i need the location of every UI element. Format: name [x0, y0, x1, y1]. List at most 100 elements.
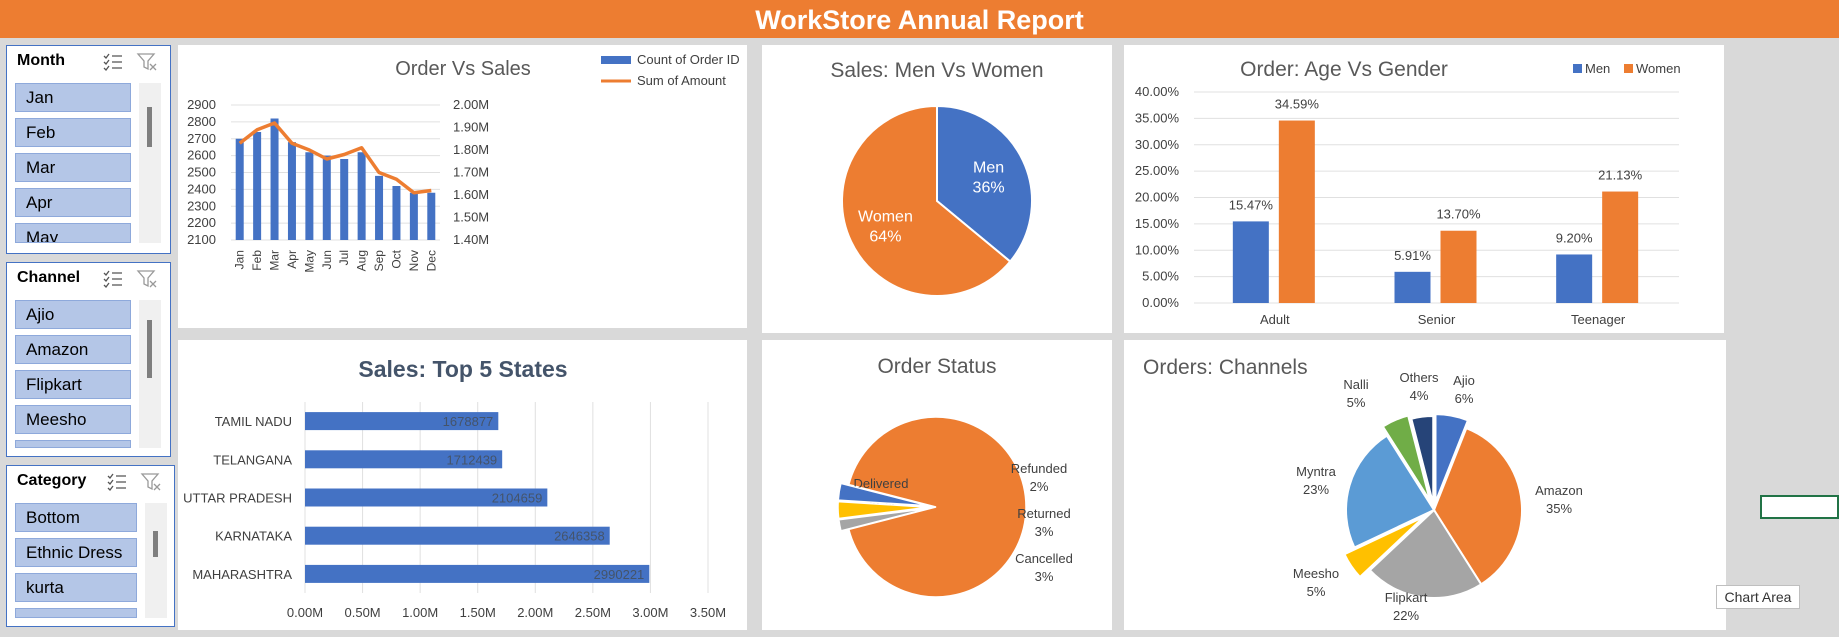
slice-label: Refunded	[1011, 461, 1067, 476]
slicer-item[interactable]: Mar	[15, 153, 131, 182]
data-label: 9.20%	[1556, 230, 1593, 245]
multi-select-icon[interactable]	[103, 53, 122, 71]
chart-age-vs-gender[interactable]: Order: Age Vs Gender 40.00% 35.00% 30.00% 25…	[1124, 45, 1724, 333]
x-tick-label: 3.50M	[690, 605, 726, 620]
legend-swatch	[1573, 64, 1582, 73]
x-tick-label: May	[302, 250, 316, 273]
slicer-item[interactable]	[15, 608, 137, 618]
y2-tick-label: 1.40M	[453, 232, 489, 247]
data-label: 34.59%	[1275, 97, 1320, 112]
slicer-item[interactable]: Jan	[15, 83, 131, 112]
x-tick-label: 1.00M	[402, 605, 438, 620]
data-label: 2990221	[594, 567, 645, 582]
y-tick-label: 35.00%	[1135, 110, 1180, 125]
slice-pct: 64%	[869, 228, 901, 245]
data-label: 15.47%	[1229, 197, 1274, 212]
report-title: WorkStore Annual Report	[755, 5, 1084, 35]
slicer-month[interactable]: Month Jan Feb Mar Apr May	[6, 45, 171, 254]
scrollbar-thumb[interactable]	[147, 320, 152, 378]
bar-count-of-order-id	[305, 152, 314, 240]
slicer-month-icons	[103, 53, 157, 71]
slicer-item[interactable]: Feb	[15, 118, 131, 147]
data-label: 1678877	[443, 414, 494, 429]
line-sum-of-amount	[238, 121, 432, 195]
slicer-item[interactable]: Ethnic Dress	[15, 538, 137, 567]
chart-title: Order Status	[877, 355, 996, 378]
slicer-channel-icons	[103, 270, 157, 288]
slice-label: Amazon	[1535, 483, 1583, 498]
slicer-scrollbar[interactable]	[139, 83, 161, 243]
x-tick-label: Feb	[250, 250, 264, 271]
y-tick-label: 30.00%	[1135, 137, 1180, 152]
y-tick-label: 20.00%	[1135, 190, 1180, 205]
y-tick-label: 2500	[187, 165, 216, 180]
slice-label: Flipkart	[1385, 590, 1428, 605]
y-tick-label: TAMIL NADU	[215, 414, 292, 429]
multi-select-icon[interactable]	[107, 473, 126, 491]
clear-filter-icon[interactable]	[136, 270, 157, 288]
pie-slice-nalli	[1381, 414, 1431, 502]
x-tick-label: Mar	[268, 250, 282, 271]
slicer-item[interactable]: Bottom	[15, 503, 137, 532]
slicer-scrollbar[interactable]	[139, 300, 161, 448]
slice-label: Myntra	[1296, 464, 1337, 479]
data-label: 5.91%	[1394, 248, 1431, 263]
slicer-channel-title: Channel	[17, 269, 81, 286]
y2-tick-label: 2.00M	[453, 97, 489, 112]
slice-pct: 4%	[1410, 388, 1429, 403]
slicer-item[interactable]: Ajio	[15, 300, 131, 329]
scrollbar-thumb[interactable]	[153, 531, 158, 557]
y-tick-label: 2600	[187, 148, 216, 163]
bar-state	[305, 412, 499, 431]
y-tick-label: 2800	[187, 114, 216, 129]
clear-filter-icon[interactable]	[140, 473, 161, 491]
y-tick-label: 2400	[187, 181, 216, 196]
bar-count-of-order-id	[427, 192, 436, 240]
slicer-channel[interactable]: Channel Ajio Amazon Flipkart Meesho	[6, 262, 171, 457]
bar-state	[305, 450, 503, 469]
x-tick-label: Apr	[285, 250, 299, 269]
y-tick-label: KARNATAKA	[215, 529, 292, 544]
bar-count-of-order-id	[392, 186, 401, 240]
pie-slice-others	[1410, 415, 1435, 505]
chart-orders-channels[interactable]: Orders: Channels Ajio 6% Amazon 35% Flipkart 2…	[1124, 340, 1726, 630]
chart-order-vs-sales[interactable]: Order Vs Sales 2900 2800 2700 2600 2500 2400 23…	[178, 45, 747, 328]
y-tick-label: 15.00%	[1135, 216, 1180, 231]
selected-cell[interactable]	[1760, 495, 1839, 519]
bar-count-of-order-id	[287, 142, 296, 240]
chart-order-status[interactable]: Order StatusDelivered92%Refunded2%Return…	[762, 340, 1112, 630]
bar-state	[305, 564, 650, 583]
slicer-item[interactable]: Amazon	[15, 335, 131, 364]
x-tick-label: 2.50M	[575, 605, 611, 620]
slicer-item[interactable]: Meesho	[15, 405, 131, 434]
y2-tick-label: 1.80M	[453, 142, 489, 157]
y-tick-label: 25.00%	[1135, 163, 1180, 178]
slicer-scrollbar[interactable]	[145, 503, 167, 618]
slicer-item[interactable]: Flipkart	[15, 370, 131, 399]
slicer-item[interactable]: Apr	[15, 188, 131, 217]
y-tick-label: MAHARASHTRA	[192, 567, 292, 582]
slicer-item[interactable]: kurta	[15, 573, 137, 602]
slicer-item[interactable]: May	[15, 223, 131, 243]
chart-top5-states[interactable]: Sales: Top 5 States 0.00M 0.50M 1.00M 1.50M 2…	[178, 340, 747, 630]
bar-men	[1232, 221, 1269, 303]
slicer-month-title: Month	[17, 52, 65, 69]
multi-select-icon[interactable]	[103, 270, 122, 288]
x-tick-label: Dec	[424, 250, 438, 271]
slicer-category[interactable]: Category Bottom Ethnic Dress kurta	[6, 465, 175, 627]
slice-label: Ajio	[1453, 373, 1475, 388]
chart-area-tooltip: Chart Area	[1716, 585, 1800, 609]
clear-filter-icon[interactable]	[136, 53, 157, 71]
pie-slice-returned	[837, 500, 929, 520]
x-tick-label: Sep	[372, 250, 386, 272]
chart-men-vs-women[interactable]: Sales: Men Vs Women Men 36% Women 64%	[762, 45, 1112, 333]
slice-pct: 5%	[1347, 395, 1366, 410]
y-tick-label: 2300	[187, 198, 216, 213]
chart-title: Orders: Channels	[1143, 356, 1308, 379]
slicer-item[interactable]	[15, 440, 131, 448]
chart-title: Sales: Top 5 States	[358, 356, 567, 382]
x-tick-label: 2.00M	[517, 605, 553, 620]
slice-label: Men	[973, 160, 1004, 177]
bar-count-of-order-id	[253, 132, 262, 240]
scrollbar-thumb[interactable]	[147, 107, 152, 147]
